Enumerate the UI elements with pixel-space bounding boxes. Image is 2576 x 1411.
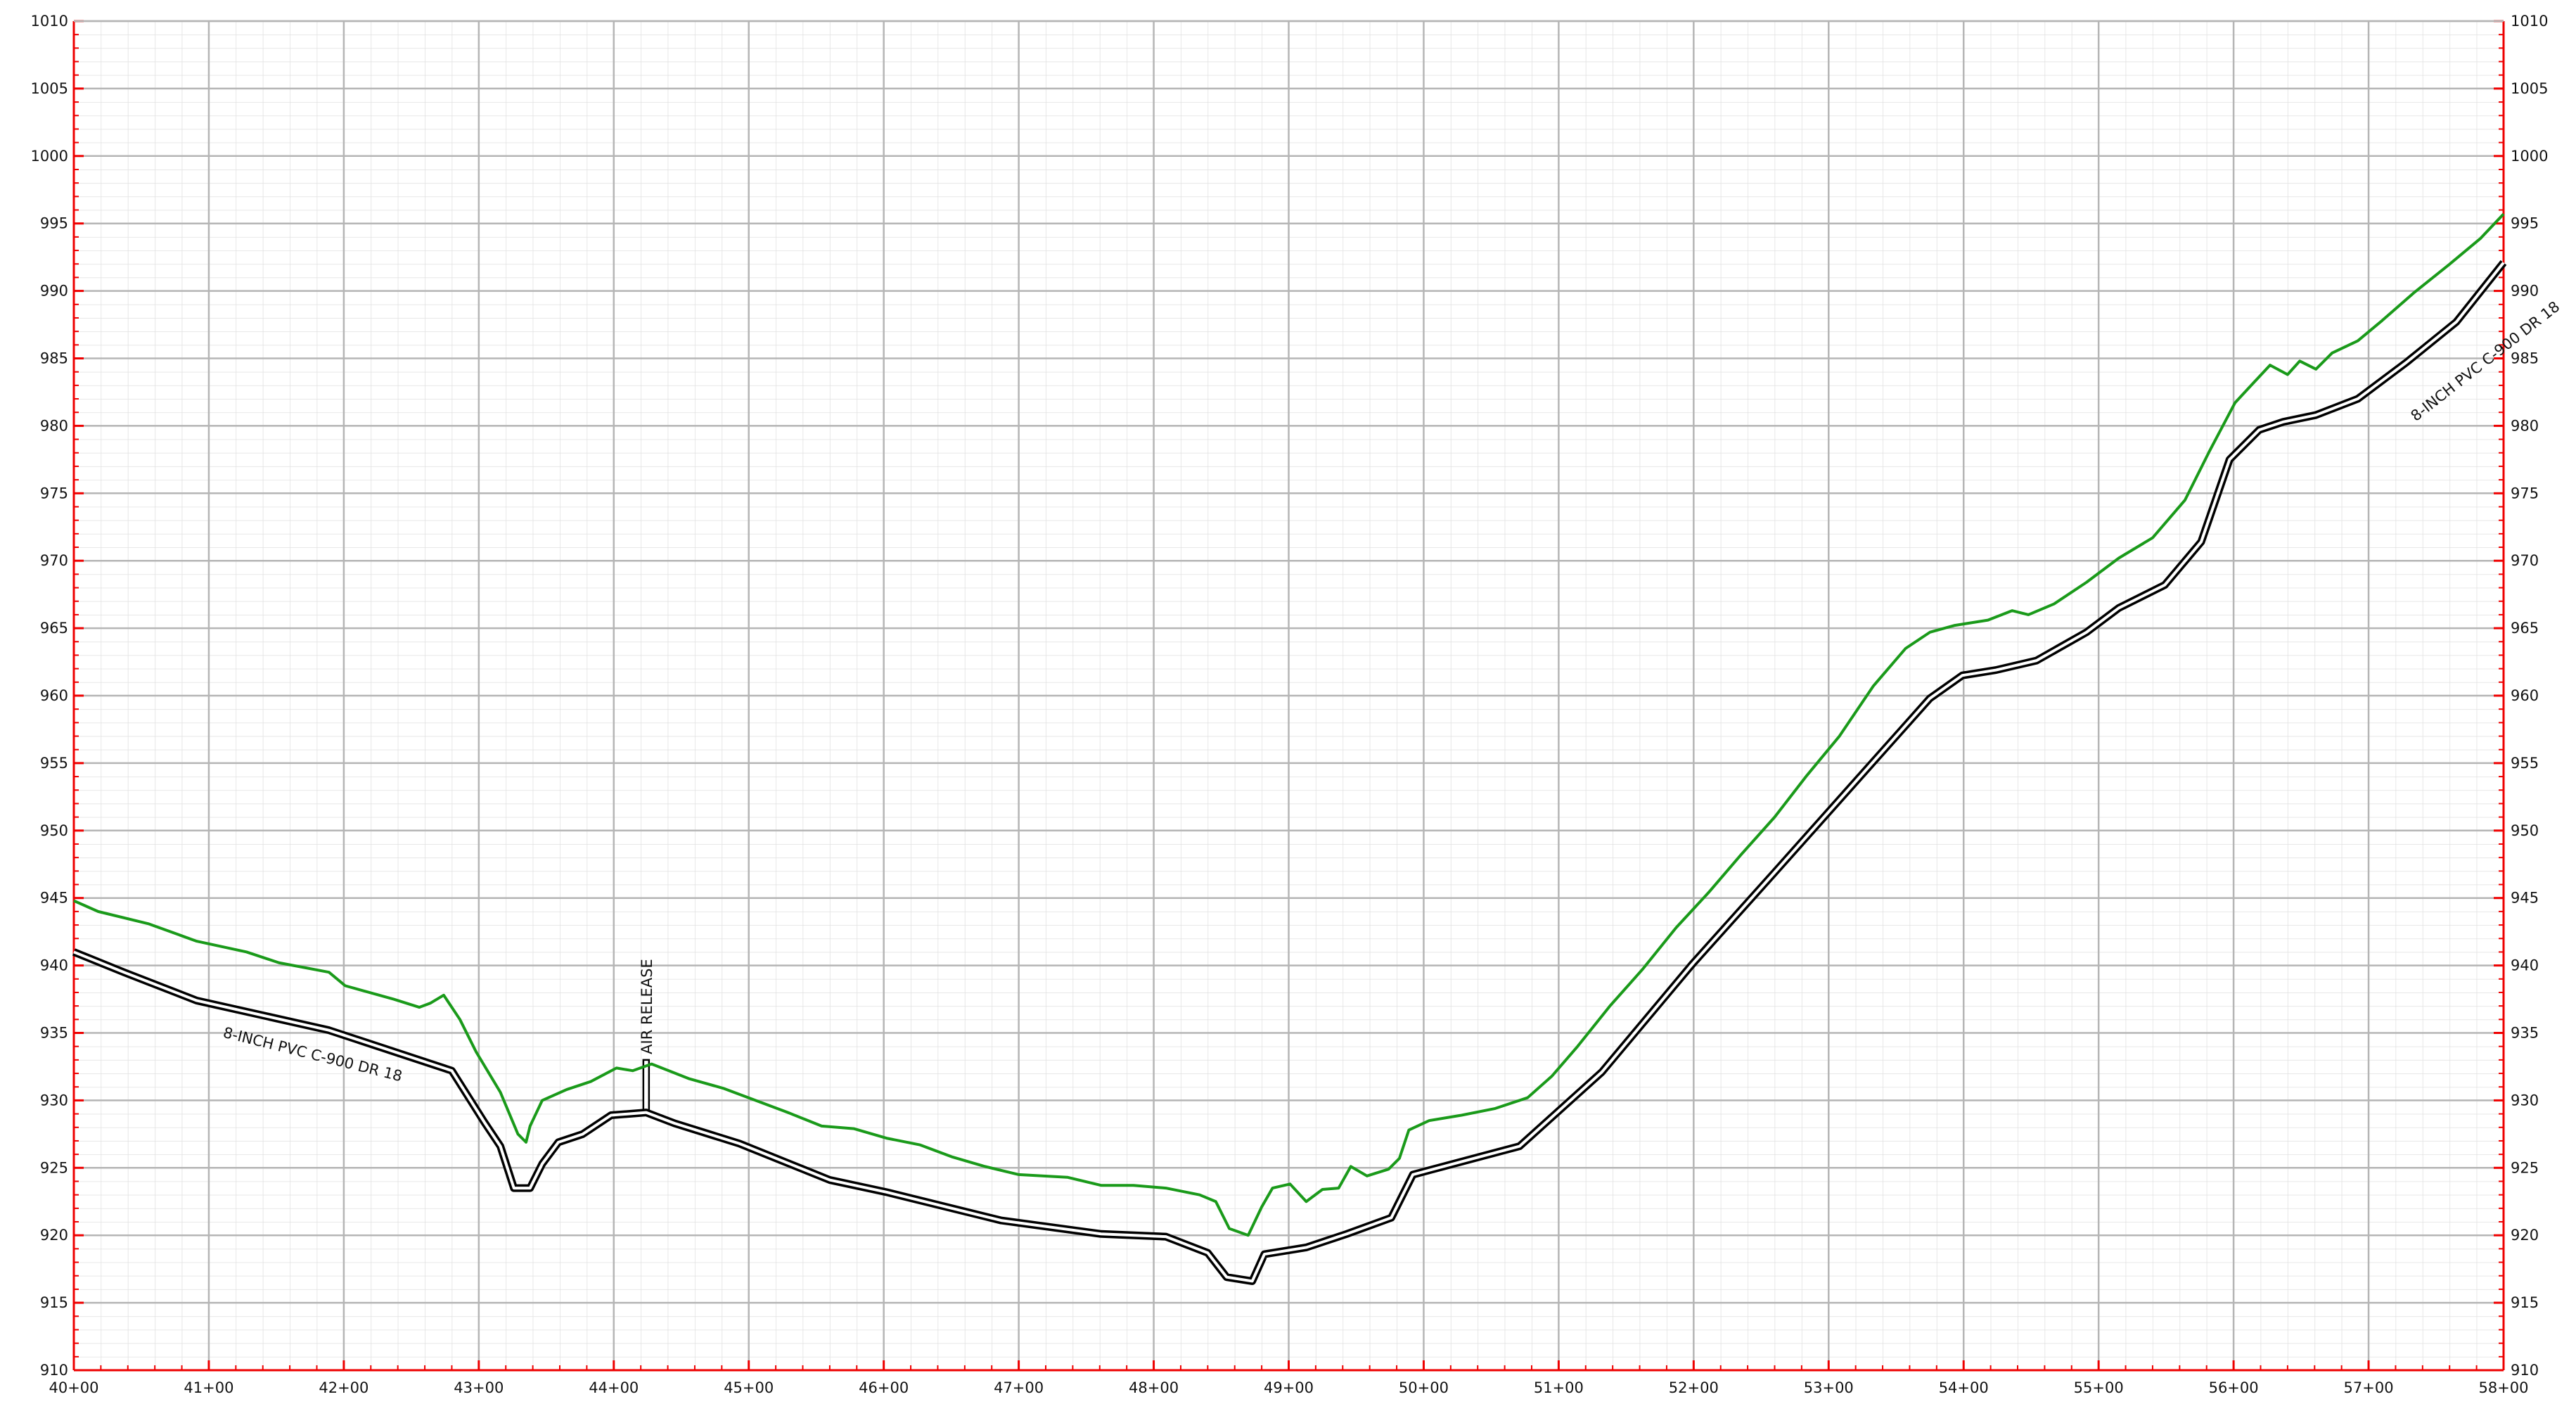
x-tick-label: 41+00 [184, 1379, 233, 1396]
y-tick-label: 915 [2511, 1294, 2539, 1311]
x-tick-label: 52+00 [1669, 1379, 1719, 1396]
x-tick-label: 54+00 [1939, 1379, 1989, 1396]
x-tick-label: 43+00 [454, 1379, 504, 1396]
x-tick-label: 46+00 [859, 1379, 909, 1396]
y-tick-label: 970 [40, 552, 68, 569]
y-tick-label: 985 [40, 350, 68, 367]
y-tick-label: 920 [2511, 1227, 2539, 1244]
y-tick-label: 970 [2511, 552, 2539, 569]
x-tick-label: 50+00 [1399, 1379, 1449, 1396]
x-tick-label: 53+00 [1804, 1379, 1854, 1396]
y-tick-label: 930 [40, 1092, 68, 1109]
y-tick-label: 945 [40, 890, 68, 907]
y-tick-label: 985 [2511, 350, 2539, 367]
x-tick-label: 56+00 [2209, 1379, 2259, 1396]
x-tick-label: 42+00 [319, 1379, 369, 1396]
x-tick-label: 47+00 [994, 1379, 1044, 1396]
y-tick-label: 1010 [2511, 13, 2548, 30]
x-tick-label: 58+00 [2478, 1379, 2528, 1396]
y-tick-label: 1000 [2511, 148, 2548, 165]
ground-line [73, 212, 2505, 1237]
y-tick-label: 995 [40, 215, 68, 232]
y-tick-label: 975 [2511, 485, 2539, 502]
x-tick-label: 51+00 [1534, 1379, 1584, 1396]
x-tick-label: 44+00 [589, 1379, 639, 1396]
annotation: AIR RELEASE [639, 959, 655, 1054]
y-tick-label: 960 [2511, 687, 2539, 704]
y-tick-label: 910 [2511, 1362, 2539, 1379]
x-tick-label: 45+00 [724, 1379, 774, 1396]
y-tick-label: 935 [2511, 1025, 2539, 1042]
y-tick-label: 990 [2511, 283, 2539, 300]
y-tick-label: 1005 [2511, 80, 2548, 97]
y-tick-label: 1010 [31, 13, 68, 30]
y-tick-label: 925 [40, 1159, 68, 1176]
x-tick-label: 48+00 [1129, 1379, 1179, 1396]
y-tick-label: 1005 [31, 80, 68, 97]
y-tick-label: 935 [40, 1025, 68, 1042]
y-tick-label: 965 [40, 620, 68, 637]
y-tick-label: 950 [2511, 822, 2539, 839]
y-tick-label: 990 [40, 283, 68, 300]
x-tick-label: 57+00 [2344, 1379, 2394, 1396]
pipe-inner [73, 262, 2505, 1283]
y-tick-label: 980 [40, 417, 68, 434]
y-tick-label: 955 [2511, 755, 2539, 772]
y-tick-label: 955 [40, 755, 68, 772]
x-tick-label: 55+00 [2074, 1379, 2124, 1396]
y-tick-label: 915 [40, 1294, 68, 1311]
y-tick-label: 995 [2511, 215, 2539, 232]
y-tick-label: 975 [40, 485, 68, 502]
y-tick-label: 960 [40, 687, 68, 704]
x-tick-label: 40+00 [49, 1379, 98, 1396]
y-tick-label: 925 [2511, 1159, 2539, 1176]
y-tick-label: 920 [40, 1227, 68, 1244]
y-tick-label: 910 [40, 1362, 68, 1379]
y-tick-label: 965 [2511, 620, 2539, 637]
y-tick-label: 940 [2511, 957, 2539, 974]
y-tick-label: 980 [2511, 417, 2539, 434]
y-tick-label: 945 [2511, 890, 2539, 907]
y-tick-label: 950 [40, 822, 68, 839]
x-tick-label: 49+00 [1264, 1379, 1314, 1396]
y-tick-label: 940 [40, 957, 68, 974]
y-tick-label: 930 [2511, 1092, 2539, 1109]
y-tick-label: 1000 [31, 148, 68, 165]
